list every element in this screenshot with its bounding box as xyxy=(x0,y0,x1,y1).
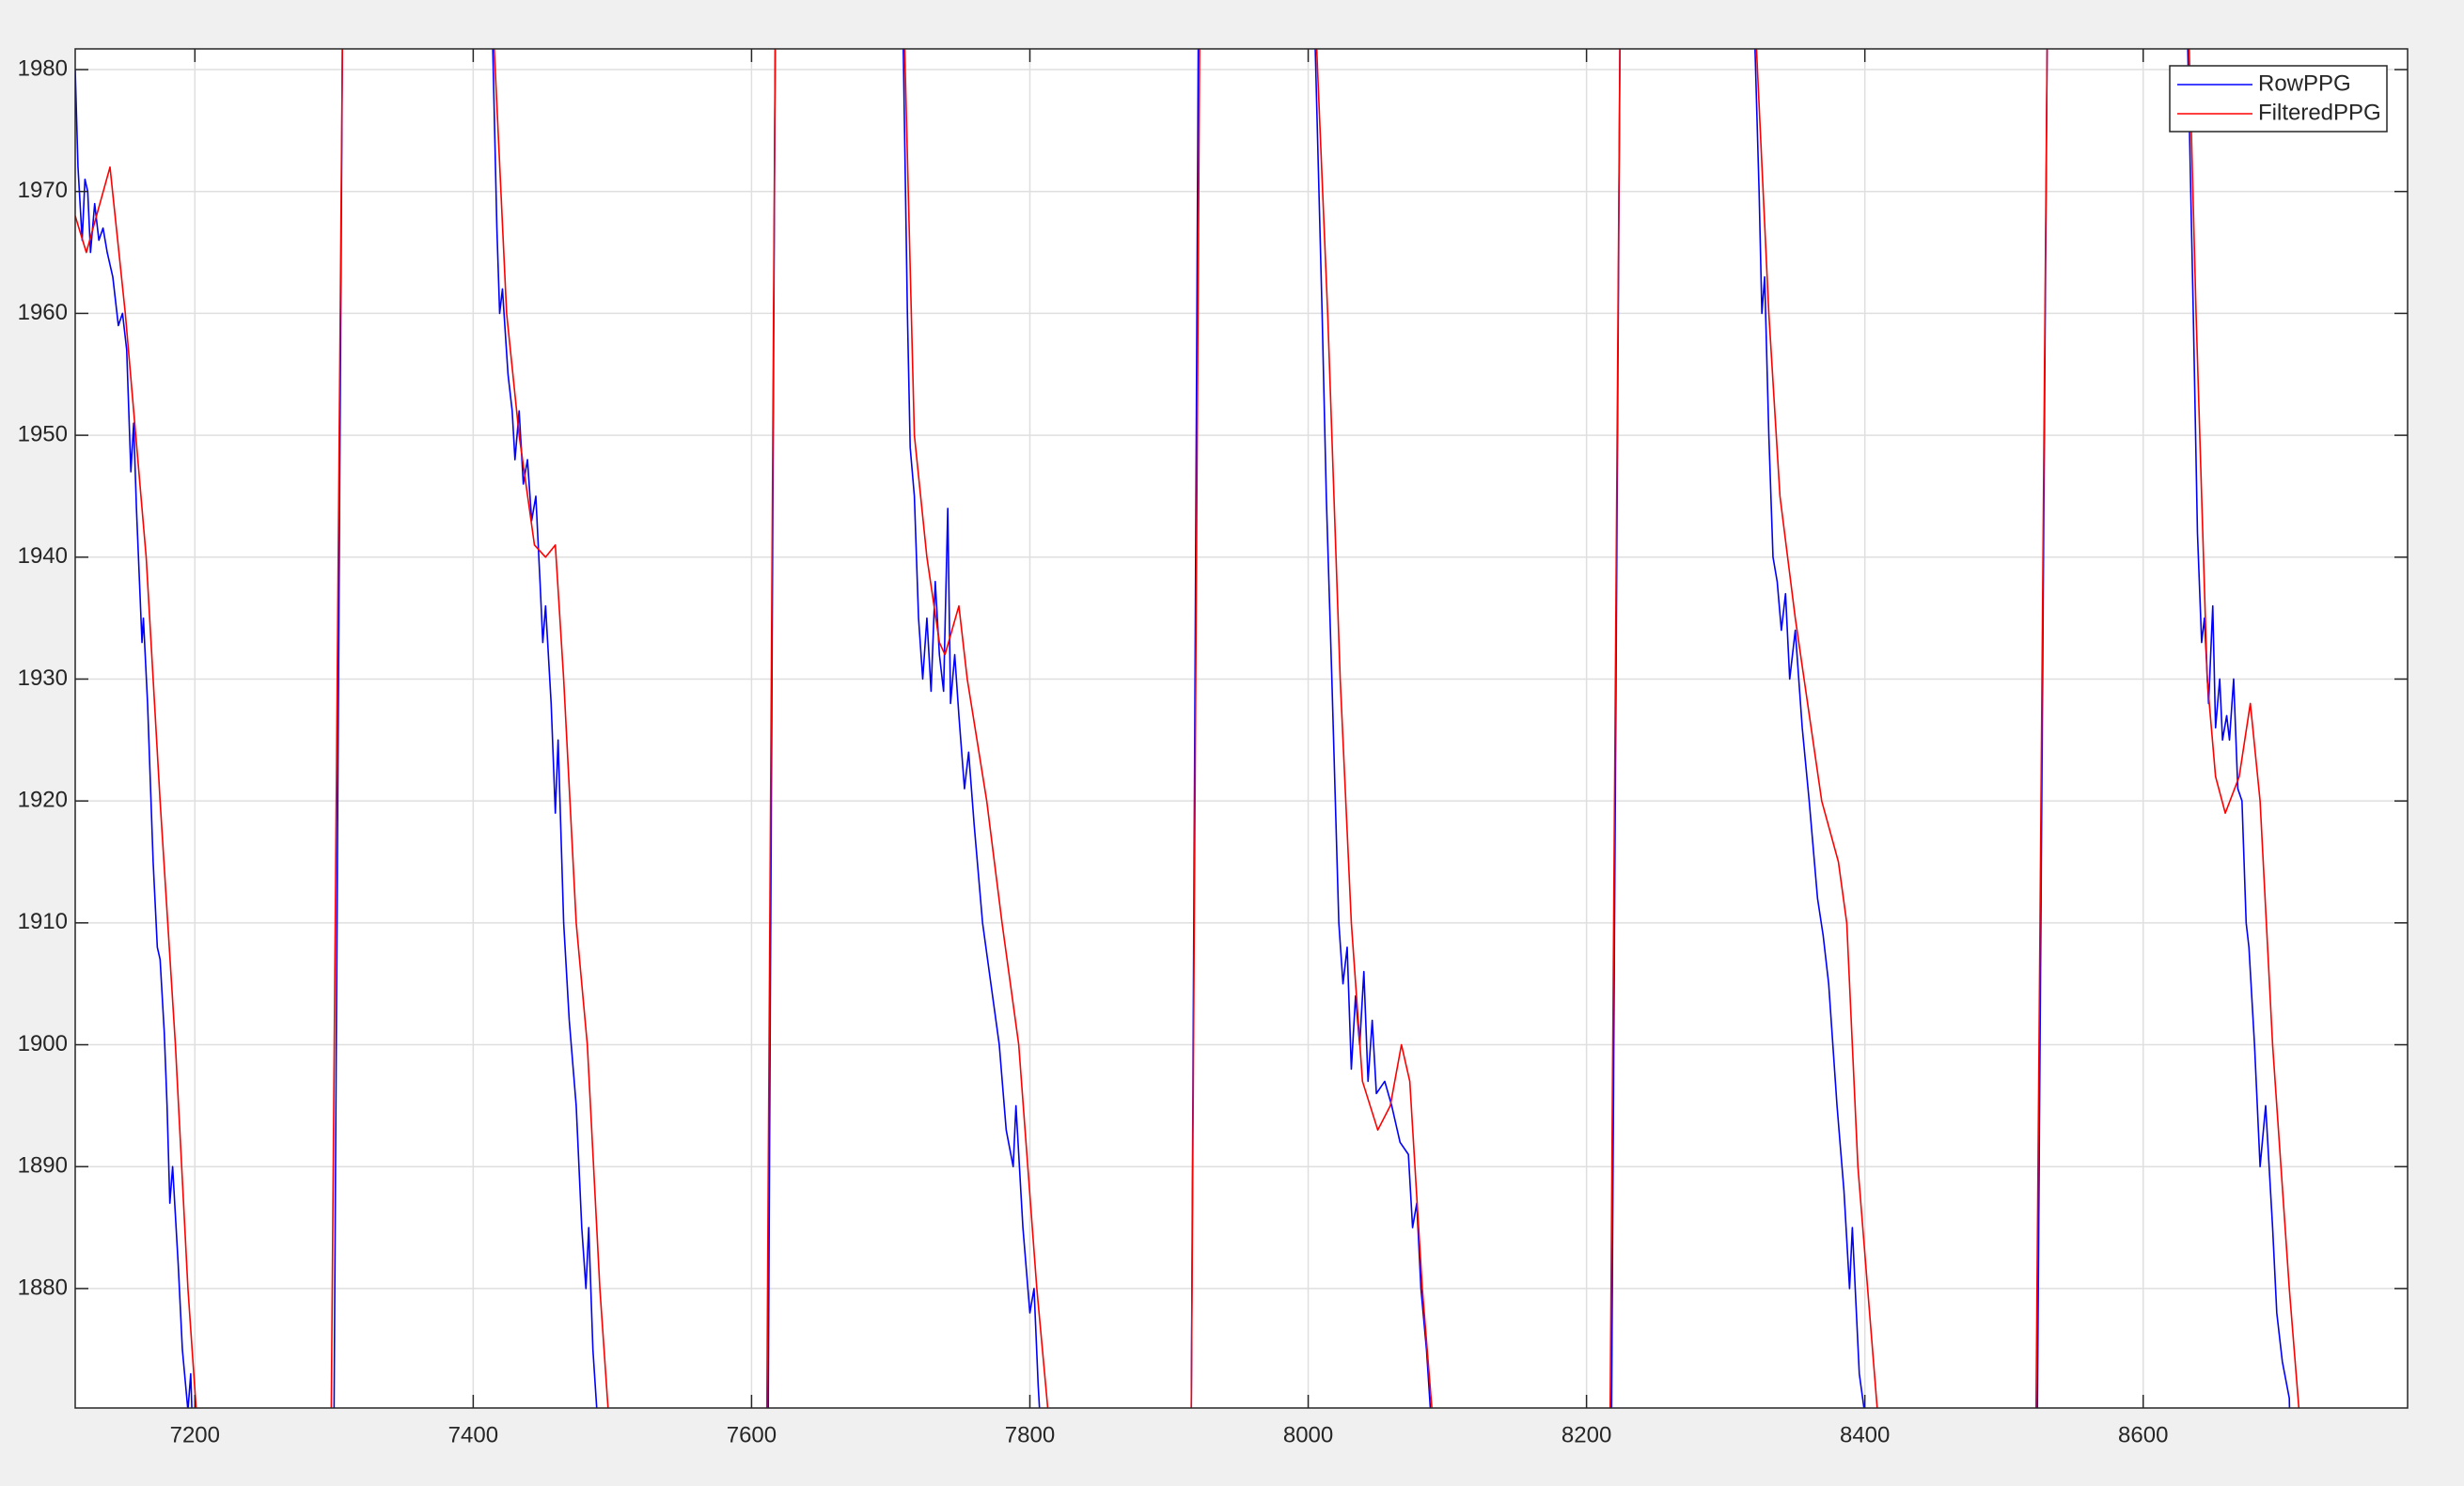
axes-box xyxy=(74,48,2409,1409)
y-tick-label: 1910 xyxy=(18,909,68,934)
y-tick-label: 1920 xyxy=(18,788,68,813)
lines xyxy=(75,49,2300,1408)
y-tick-label: 1960 xyxy=(18,300,68,325)
series-line xyxy=(75,49,2291,1408)
y-tick-label: 1980 xyxy=(18,55,68,81)
x-tick-label: 8600 xyxy=(2118,1422,2168,1447)
y-tick-label: 1900 xyxy=(18,1031,68,1056)
y-tick-label: 1930 xyxy=(18,665,68,691)
plot-area xyxy=(75,49,2408,1408)
y-tick-label: 1950 xyxy=(18,421,68,446)
legend-label: RowPPG xyxy=(2258,70,2351,96)
series-line xyxy=(75,49,2300,1408)
grid xyxy=(75,49,2408,1408)
x-tick-label: 8200 xyxy=(1562,1422,1611,1447)
y-tick-label: 1890 xyxy=(18,1153,68,1179)
x-tick-label: 8000 xyxy=(1283,1422,1333,1447)
legend-box xyxy=(2169,65,2388,133)
y-tick-label: 1880 xyxy=(18,1275,68,1300)
x-tick-label: 8400 xyxy=(1840,1422,1890,1447)
legend: RowPPG FilteredPPG xyxy=(2169,65,2388,133)
y-tick-label: 1970 xyxy=(18,178,68,203)
ticks: 7200 7400 7600 7800 8000 8200 8400 8600 1880 1890… xyxy=(18,49,2408,1447)
x-tick-label: 7200 xyxy=(170,1422,220,1447)
legend-label: FilteredPPG xyxy=(2258,100,2381,125)
x-tick-label: 7800 xyxy=(1005,1422,1055,1447)
x-tick-label: 7400 xyxy=(448,1422,498,1447)
x-tick-label: 7600 xyxy=(727,1422,777,1447)
y-tick-label: 1940 xyxy=(18,543,68,569)
